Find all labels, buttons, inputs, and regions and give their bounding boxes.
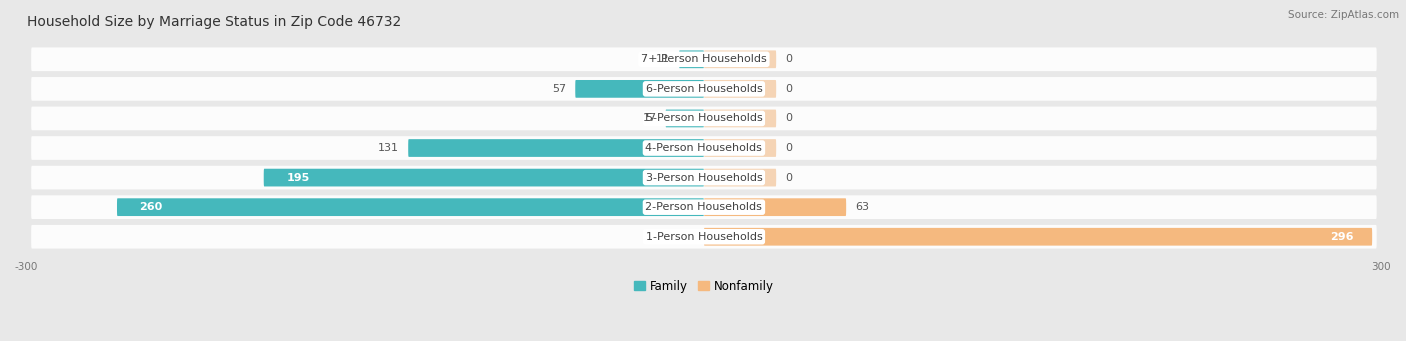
- FancyBboxPatch shape: [31, 166, 1376, 190]
- FancyBboxPatch shape: [31, 225, 1376, 249]
- Text: 5-Person Households: 5-Person Households: [645, 114, 762, 123]
- FancyBboxPatch shape: [408, 139, 704, 157]
- Text: 2-Person Households: 2-Person Households: [645, 202, 762, 212]
- Text: 6-Person Households: 6-Person Households: [645, 84, 762, 94]
- Text: 63: 63: [855, 202, 869, 212]
- Text: 1-Person Households: 1-Person Households: [645, 232, 762, 242]
- Text: Household Size by Marriage Status in Zip Code 46732: Household Size by Marriage Status in Zip…: [27, 15, 401, 29]
- Text: 7+ Person Households: 7+ Person Households: [641, 54, 766, 64]
- FancyBboxPatch shape: [665, 109, 704, 127]
- Text: 195: 195: [287, 173, 309, 182]
- FancyBboxPatch shape: [31, 47, 1376, 71]
- Text: 131: 131: [378, 143, 399, 153]
- Legend: Family, Nonfamily: Family, Nonfamily: [628, 275, 779, 297]
- Text: 57: 57: [553, 84, 567, 94]
- Text: 0: 0: [785, 84, 792, 94]
- FancyBboxPatch shape: [704, 228, 1372, 246]
- Text: 17: 17: [643, 114, 657, 123]
- FancyBboxPatch shape: [31, 136, 1376, 160]
- FancyBboxPatch shape: [704, 198, 846, 216]
- FancyBboxPatch shape: [31, 195, 1376, 219]
- Text: 0: 0: [785, 143, 792, 153]
- FancyBboxPatch shape: [264, 169, 704, 187]
- Text: Source: ZipAtlas.com: Source: ZipAtlas.com: [1288, 10, 1399, 20]
- FancyBboxPatch shape: [704, 80, 776, 98]
- FancyBboxPatch shape: [679, 50, 704, 68]
- Text: 296: 296: [1330, 232, 1354, 242]
- Text: 0: 0: [785, 54, 792, 64]
- FancyBboxPatch shape: [704, 109, 776, 127]
- FancyBboxPatch shape: [575, 80, 704, 98]
- Text: 11: 11: [657, 54, 671, 64]
- FancyBboxPatch shape: [704, 139, 776, 157]
- Text: 4-Person Households: 4-Person Households: [645, 143, 762, 153]
- Text: 0: 0: [785, 114, 792, 123]
- FancyBboxPatch shape: [704, 50, 776, 68]
- Text: 260: 260: [139, 202, 163, 212]
- FancyBboxPatch shape: [117, 198, 704, 216]
- Text: 0: 0: [785, 173, 792, 182]
- Text: 3-Person Households: 3-Person Households: [645, 173, 762, 182]
- FancyBboxPatch shape: [31, 107, 1376, 130]
- FancyBboxPatch shape: [31, 77, 1376, 101]
- FancyBboxPatch shape: [704, 169, 776, 187]
